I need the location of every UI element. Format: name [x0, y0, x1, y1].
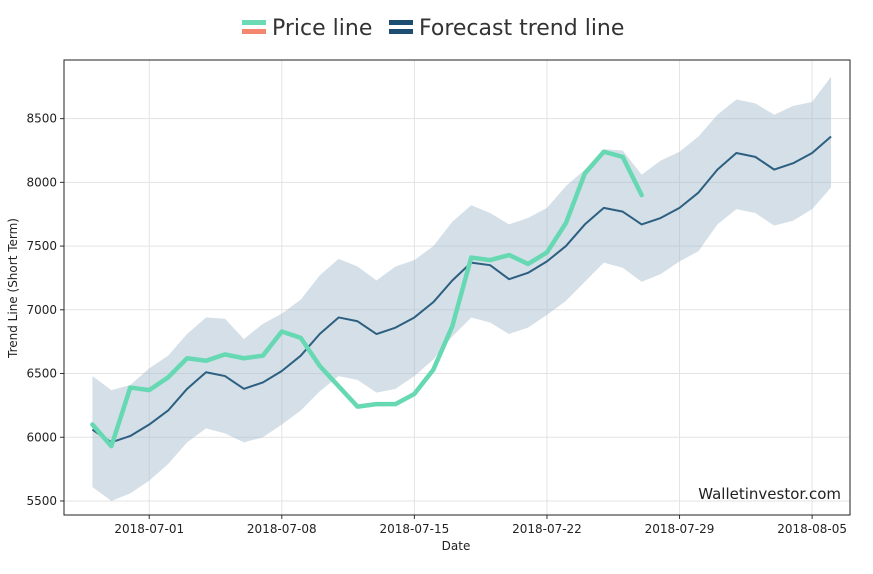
- legend-swatch: [242, 29, 266, 34]
- y-tick-label: 8500: [26, 112, 57, 126]
- y-tick-label: 8000: [26, 175, 57, 189]
- x-tick-label: 2018-08-05: [777, 522, 847, 536]
- plot-area: 5500 6000 6500 7000 7500 8000 8500 2018-07-01 20…: [26, 59, 851, 536]
- y-axis-title: Trend Line (Short Term): [6, 218, 20, 359]
- watermark: Walletinvestor.com: [698, 485, 841, 503]
- y-tick-label: 6000: [26, 430, 57, 444]
- legend-swatch: [242, 20, 266, 25]
- legend-swatch: [389, 20, 413, 25]
- y-tick-label: 5500: [26, 494, 57, 508]
- legend-swatch: [389, 29, 413, 34]
- plot-frame: [63, 59, 851, 516]
- x-axis-title: Date: [442, 539, 471, 553]
- price-line: [90, 149, 644, 449]
- y-tick-label: 6500: [26, 367, 57, 381]
- legend: Price line Forecast trend line: [242, 16, 624, 41]
- x-tick-label: 2018-07-08: [247, 522, 317, 536]
- y-tick-label: 7500: [26, 239, 57, 253]
- x-tick-label: 2018-07-22: [512, 522, 582, 536]
- y-tick-label: 7000: [26, 303, 57, 317]
- x-tick-label: 2018-07-29: [645, 522, 715, 536]
- legend-label: Price line: [272, 16, 372, 41]
- legend-label: Forecast trend line: [419, 16, 624, 41]
- x-tick-label: 2018-07-01: [114, 522, 184, 536]
- x-tick-label: 2018-07-15: [380, 522, 450, 536]
- forecast-trend-line: [91, 135, 832, 444]
